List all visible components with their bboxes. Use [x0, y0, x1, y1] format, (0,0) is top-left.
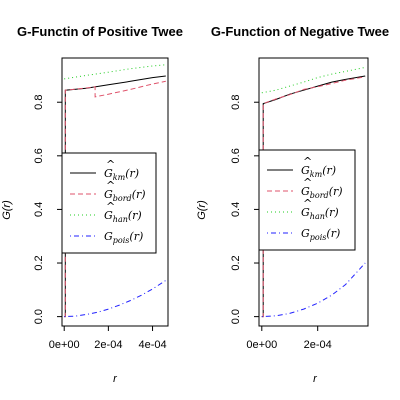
- y-tick-label: 0.6: [230, 148, 242, 163]
- x-tick-label: 0e+00: [246, 339, 277, 351]
- y-tick-label: 0.4: [230, 202, 242, 217]
- y-tick-label: 0.0: [33, 309, 45, 324]
- y-tick-label: 0.0: [230, 309, 242, 324]
- x-axis-label: r: [313, 373, 318, 385]
- x-tick-label: 0e+00: [49, 339, 80, 351]
- legend-hat-icon: ^: [106, 158, 115, 171]
- negative-twee-panel: G-Function of Negative Twee r G(r) 0e+00…: [196, 24, 389, 385]
- y-tick-label: 0.8: [230, 95, 242, 110]
- y-tick-label: 0.8: [33, 95, 45, 110]
- y-tick-label: 0.4: [33, 202, 45, 217]
- legend-hat-icon: ^: [106, 200, 115, 213]
- y-axis-label: G(r): [1, 200, 13, 220]
- positive-twee-panel: G-Functin of Positive Twee r G(r) 0e+00 2…: [1, 24, 183, 385]
- legend-hat-icon: ^: [303, 176, 312, 189]
- y-tick-label: 0.6: [33, 148, 45, 163]
- y-tick-label: 0.2: [230, 255, 242, 270]
- series-line-pois: [262, 263, 365, 317]
- legend-hat-icon: ^: [303, 155, 312, 168]
- y-tick-label: 0.2: [33, 255, 45, 270]
- chart-title: G-Function of Negative Twee: [211, 24, 389, 39]
- x-tick-label: 4e-04: [138, 339, 166, 351]
- x-tick-label: 2e-04: [304, 339, 332, 351]
- series-line-han: [262, 67, 365, 92]
- series-line-han: [64, 65, 166, 79]
- x-tick-label: 2e-04: [94, 339, 122, 351]
- legend-hat-icon: ^: [303, 197, 312, 210]
- y-axis-label: G(r): [196, 200, 208, 220]
- chart-title: G-Functin of Positive Twee: [17, 24, 183, 39]
- series-line-pois: [64, 280, 166, 316]
- legend-hat-icon: ^: [106, 179, 115, 192]
- x-axis-label: r: [113, 373, 118, 385]
